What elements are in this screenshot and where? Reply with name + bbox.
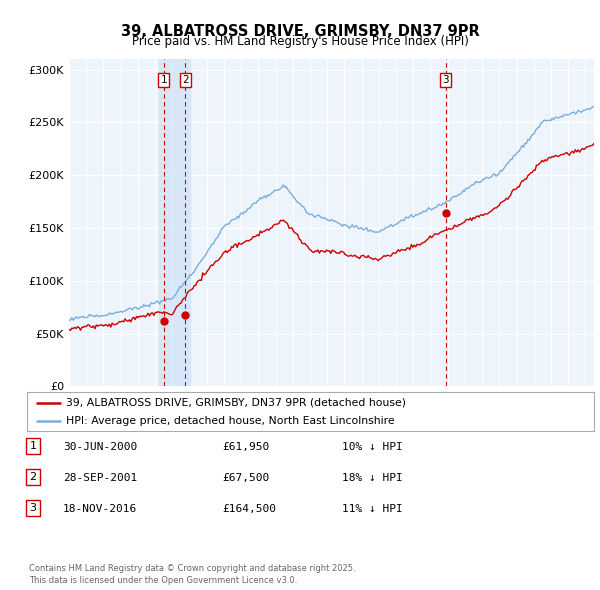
Text: 3: 3 bbox=[442, 75, 449, 85]
Text: £61,950: £61,950 bbox=[222, 442, 269, 452]
Bar bbox=[158, 59, 190, 386]
Text: 2: 2 bbox=[182, 75, 188, 85]
Text: 11% ↓ HPI: 11% ↓ HPI bbox=[342, 504, 403, 514]
Text: 18% ↓ HPI: 18% ↓ HPI bbox=[342, 473, 403, 483]
Text: 10% ↓ HPI: 10% ↓ HPI bbox=[342, 442, 403, 452]
Text: 18-NOV-2016: 18-NOV-2016 bbox=[63, 504, 137, 514]
Text: 28-SEP-2001: 28-SEP-2001 bbox=[63, 473, 137, 483]
Text: £164,500: £164,500 bbox=[222, 504, 276, 514]
Text: 3: 3 bbox=[29, 503, 37, 513]
Text: 30-JUN-2000: 30-JUN-2000 bbox=[63, 442, 137, 452]
Text: 39, ALBATROSS DRIVE, GRIMSBY, DN37 9PR: 39, ALBATROSS DRIVE, GRIMSBY, DN37 9PR bbox=[121, 24, 479, 38]
Text: 2: 2 bbox=[29, 472, 37, 482]
Text: Price paid vs. HM Land Registry's House Price Index (HPI): Price paid vs. HM Land Registry's House … bbox=[131, 35, 469, 48]
Text: 1: 1 bbox=[29, 441, 37, 451]
Text: Contains HM Land Registry data © Crown copyright and database right 2025.: Contains HM Land Registry data © Crown c… bbox=[29, 565, 355, 573]
Text: 1: 1 bbox=[160, 75, 167, 85]
Text: 39, ALBATROSS DRIVE, GRIMSBY, DN37 9PR (detached house): 39, ALBATROSS DRIVE, GRIMSBY, DN37 9PR (… bbox=[65, 398, 406, 408]
Text: This data is licensed under the Open Government Licence v3.0.: This data is licensed under the Open Gov… bbox=[29, 576, 297, 585]
Text: £67,500: £67,500 bbox=[222, 473, 269, 483]
Text: HPI: Average price, detached house, North East Lincolnshire: HPI: Average price, detached house, Nort… bbox=[65, 416, 394, 426]
